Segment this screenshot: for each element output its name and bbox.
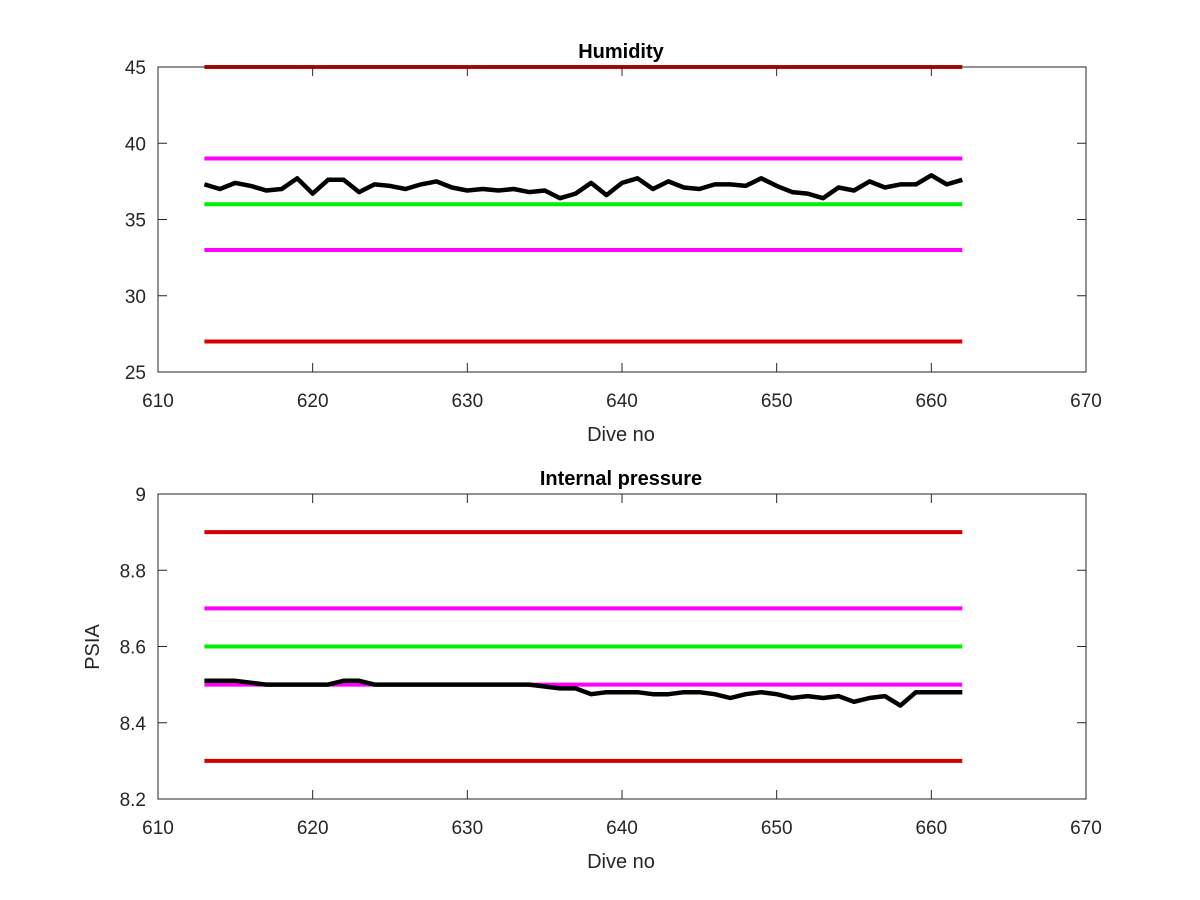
internal-pressure-y-tick-label: 9 — [135, 485, 146, 506]
humidity-x-tick-label: 650 — [761, 391, 793, 412]
internal-pressure-y-tick-label: 8.4 — [120, 714, 147, 735]
internal-pressure-x-tick-label: 630 — [451, 818, 483, 839]
internal-pressure-x-tick-label: 610 — [142, 818, 174, 839]
internal-pressure-y-tick-label: 8.6 — [120, 638, 146, 659]
internal-pressure-x-tick-label: 650 — [761, 818, 793, 839]
humidity-x-tick-label: 670 — [1070, 391, 1102, 412]
humidity-x-tick-label: 610 — [142, 391, 174, 412]
internal-pressure-y-tick-label: 8.8 — [120, 561, 146, 582]
humidity-x-axis-label: Dive no — [587, 424, 655, 446]
humidity-axes-box — [157, 66, 1087, 373]
humidity-y-tick-label: 45 — [125, 58, 146, 79]
humidity-y-tick-label: 35 — [125, 211, 146, 232]
internal-pressure-x-tick-label: 670 — [1070, 818, 1102, 839]
internal-pressure-x-tick-label: 660 — [915, 818, 947, 839]
internal-pressure-x-tick-label: 640 — [606, 818, 638, 839]
humidity-y-tick-label: 30 — [125, 287, 146, 308]
internal-pressure-x-tick-label: 620 — [297, 818, 329, 839]
internal-pressure-y-axis-label: PSIA — [82, 624, 104, 670]
humidity-measured-line — [203, 173, 963, 201]
humidity-x-tick-label: 620 — [297, 391, 329, 412]
humidity-x-tick-label: 660 — [915, 391, 947, 412]
humidity-x-tick-label: 640 — [606, 391, 638, 412]
humidity-y-tick-label: 25 — [125, 363, 146, 384]
internal-pressure-measured-line — [204, 678, 963, 708]
humidity-title: Humidity — [578, 41, 664, 63]
internal-pressure-chart: Internal pressure Dive no PSIA 610 620 630… — [82, 468, 1102, 873]
internal-pressure-x-axis-label: Dive no — [587, 851, 655, 873]
humidity-chart: Humidity Dive no 610 620 630 640 650 660 670 25… — [125, 41, 1102, 446]
humidity-x-tick-label: 630 — [451, 391, 483, 412]
internal-pressure-title: Internal pressure — [540, 468, 702, 490]
internal-pressure-y-tick-label: 8.2 — [120, 790, 146, 811]
humidity-y-tick-label: 40 — [125, 134, 146, 155]
